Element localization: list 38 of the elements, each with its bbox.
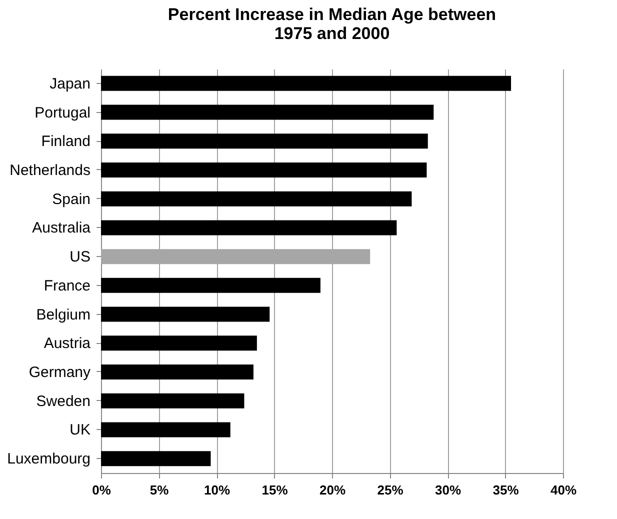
y-tick-label: Japan (50, 75, 90, 92)
x-tick-label: 5% (150, 482, 170, 498)
x-tick-label: 35% (492, 482, 520, 498)
y-tick-label: Belgium (36, 306, 90, 324)
bar (101, 104, 434, 120)
x-tick-label: 30% (434, 482, 462, 498)
x-tick-label: 0% (92, 482, 112, 498)
bar (101, 220, 397, 236)
y-tick-label: Germany (28, 364, 91, 381)
bar (101, 191, 412, 206)
x-tick-label: 20% (319, 482, 346, 498)
x-tick-label: 15% (262, 482, 288, 498)
y-tick-label: Netherlands (10, 162, 90, 179)
bar (101, 364, 254, 380)
y-tick-label: Portugal (34, 104, 90, 122)
bar (101, 134, 428, 149)
y-tick-label: Finland (41, 133, 90, 150)
bar (101, 76, 512, 91)
x-tick-label: 25% (377, 482, 404, 498)
x-tick-label: 40% (550, 482, 577, 498)
y-tick-label: Spain (52, 190, 90, 208)
y-tick-label: France (44, 277, 90, 294)
y-tick-label: US (70, 248, 90, 266)
bar (101, 393, 244, 408)
y-tick-label: Sweden (36, 392, 90, 410)
bar (101, 306, 270, 322)
y-tick-label: UK (70, 422, 90, 439)
bar (101, 451, 211, 466)
y-tick-label: Luxembourg (7, 450, 90, 468)
y-tick-label: Austria (44, 335, 92, 352)
bar (101, 278, 320, 293)
bar (101, 162, 427, 178)
text: Percent Increase in Median Age between (168, 5, 496, 24)
x-tick-label: 10% (204, 482, 230, 498)
bar (101, 422, 230, 438)
bar (101, 336, 257, 351)
y-tick-label: Australia (32, 220, 92, 237)
text: 1975 and 2000 (274, 24, 390, 43)
